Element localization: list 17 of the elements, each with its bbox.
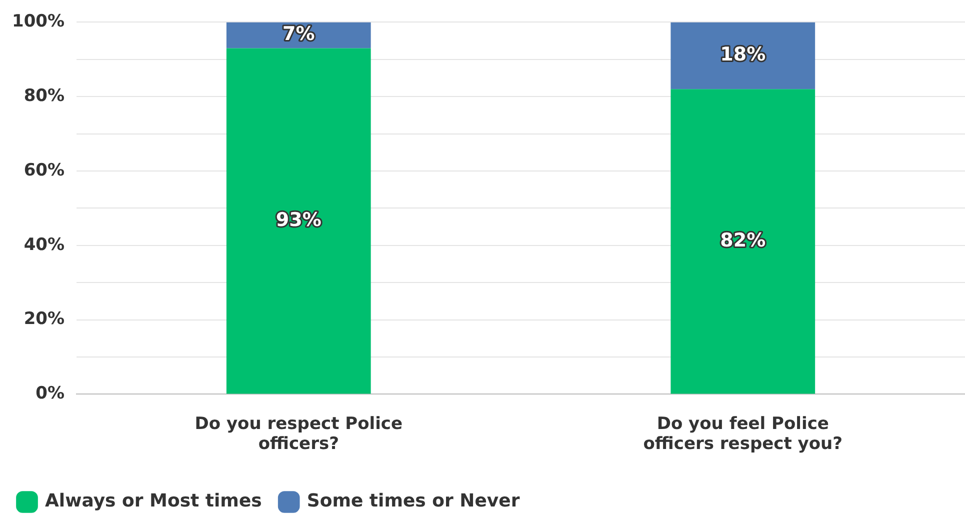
bar (670, 22, 816, 90)
data-label: 18% (720, 44, 766, 66)
data-label: 7% (282, 23, 315, 46)
y-tick-label: 40% (24, 234, 65, 255)
x-tick-label: Do you feel Police officers respect you? (643, 414, 843, 454)
legend-label: Some times or Never (306, 490, 520, 512)
y-tick-label: 60% (24, 160, 65, 180)
x-tick-label: Do you respect Police officers? (194, 414, 403, 454)
y-tick-label: 100% (12, 12, 65, 32)
legend-label: Always or Most times (45, 490, 262, 512)
bar (226, 48, 371, 394)
y-tick-label: 0% (36, 384, 65, 404)
bar (670, 89, 816, 394)
data-label: 82% (720, 229, 766, 252)
y-tick-label: 80% (24, 86, 65, 106)
data-label: 93% (276, 208, 322, 231)
y-tick-label: 20% (24, 309, 65, 330)
